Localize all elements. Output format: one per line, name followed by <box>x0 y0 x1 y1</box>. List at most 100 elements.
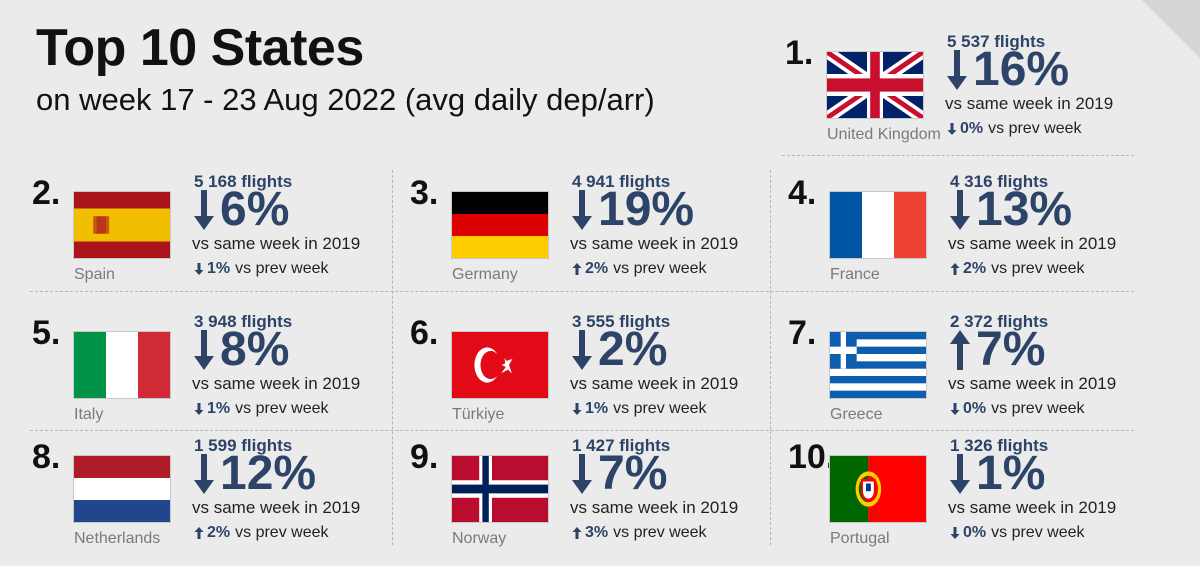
germany-flag <box>452 192 548 258</box>
change-vs-prev-value: 0% <box>963 400 987 417</box>
change-vs-2019-value: 8% <box>220 323 290 376</box>
change-vs-prev-value: 2% <box>207 524 231 541</box>
change-vs-2019: 12% <box>192 450 316 498</box>
arrow-up-icon <box>194 527 204 539</box>
change-vs-prev-week: 2% vs prev week <box>194 524 329 542</box>
flight-count: 1 599 flights <box>194 436 293 455</box>
state-name: Italy <box>74 406 104 423</box>
state-rank: 9. <box>410 438 439 476</box>
change-vs-2019-value: 12% <box>220 447 317 500</box>
change-vs-prev-week: 2% vs prev week <box>572 260 707 278</box>
change-vs-prev-week: 1% vs prev week <box>194 260 329 278</box>
arrow-down-icon <box>194 403 204 415</box>
flight-count: 3 948 flights <box>194 312 293 331</box>
change-vs-2019: 8% <box>192 326 289 374</box>
state-card-france: 4. France 4 316 flights 13% vs same week… <box>788 172 1128 302</box>
state-card-t-rkiye: 6. Türkiye 3 555 flights 2% vs same week… <box>410 312 750 442</box>
france-flag <box>830 192 926 258</box>
vs-prev-label: vs prev week <box>613 260 707 277</box>
vs-2019-label: vs same week in 2019 <box>570 374 739 393</box>
arrow-down-icon <box>572 190 592 230</box>
vs-prev-label: vs prev week <box>613 400 707 417</box>
state-card-italy: 5. Italy 3 948 flights 8% vs same week i… <box>32 312 372 442</box>
arrow-up-icon <box>572 263 582 275</box>
vs-2019-label: vs same week in 2019 <box>570 234 739 253</box>
state-rank: 5. <box>32 314 61 352</box>
change-vs-prev-value: 1% <box>585 400 609 417</box>
flight-count: 3 555 flights <box>572 312 671 331</box>
arrow-down-icon <box>572 454 592 494</box>
change-vs-2019: 6% <box>192 186 289 234</box>
arrow-up-icon <box>950 263 960 275</box>
vs-prev-label: vs prev week <box>235 524 329 541</box>
change-vs-2019-value: 19% <box>598 183 695 236</box>
state-name: Netherlands <box>74 530 161 547</box>
flight-count: 5 537 flights <box>947 32 1046 51</box>
greece-flag <box>830 332 926 398</box>
arrow-down-icon <box>572 403 582 415</box>
vs-prev-label: vs prev week <box>613 524 707 541</box>
divider <box>782 155 1134 156</box>
change-vs-2019-value: 7% <box>598 447 668 500</box>
state-name: Portugal <box>830 530 890 547</box>
state-name: France <box>830 266 880 283</box>
state-card-spain: 2. Spain 5 168 flights 6% vs same week i… <box>32 172 372 302</box>
state-card-germany: 3. Germany 4 941 flights 19% vs same wee… <box>410 172 750 302</box>
state-rank: 4. <box>788 174 817 212</box>
arrow-down-icon <box>950 454 970 494</box>
state-name: Türkiye <box>452 406 505 423</box>
portugal-flag <box>830 456 926 522</box>
arrow-down-icon <box>194 454 214 494</box>
change-vs-prev-week: 0% vs prev week <box>947 120 1082 138</box>
arrow-up-icon <box>950 330 970 370</box>
vs-prev-label: vs prev week <box>991 400 1085 417</box>
state-rank: 3. <box>410 174 439 212</box>
state-rank: 7. <box>788 314 817 352</box>
change-vs-prev-value: 1% <box>207 260 231 277</box>
change-vs-2019: 13% <box>948 186 1072 234</box>
netherlands-flag <box>74 456 170 522</box>
arrow-down-icon <box>194 263 204 275</box>
vs-2019-label: vs same week in 2019 <box>945 94 1114 113</box>
state-card-netherlands: 8. Netherlands 1 599 flights 12% vs same… <box>32 436 372 566</box>
change-vs-2019: 19% <box>570 186 694 234</box>
uk-flag <box>827 52 923 118</box>
change-vs-2019-value: 6% <box>220 183 290 236</box>
change-vs-prev-value: 2% <box>963 260 987 277</box>
change-vs-2019: 1% <box>948 450 1045 498</box>
arrow-down-icon <box>194 190 214 230</box>
italy-flag <box>74 332 170 398</box>
change-vs-prev-value: 3% <box>585 524 609 541</box>
change-vs-prev-week: 2% vs prev week <box>950 260 1085 278</box>
state-rank: 6. <box>410 314 439 352</box>
change-vs-2019-value: 1% <box>976 447 1046 500</box>
turkiye-flag <box>452 332 548 398</box>
state-rank: 1. <box>785 34 814 72</box>
state-card-greece: 7. Greece 2 372 flights 7% vs same week … <box>788 312 1128 442</box>
corner-fold-decoration <box>1142 0 1200 58</box>
vs-prev-label: vs prev week <box>988 120 1082 137</box>
divider <box>392 170 393 545</box>
change-vs-2019-value: 16% <box>973 43 1070 96</box>
state-card-united-kingdom: 1. United Kingdom 5 537 flights 16% vs s… <box>785 32 1125 162</box>
flight-count: 4 316 flights <box>950 172 1049 191</box>
arrow-down-icon <box>950 403 960 415</box>
state-rank: 8. <box>32 438 61 476</box>
spain-flag <box>74 192 170 258</box>
arrow-down-icon <box>950 527 960 539</box>
vs-2019-label: vs same week in 2019 <box>192 374 361 393</box>
vs-prev-label: vs prev week <box>991 260 1085 277</box>
arrow-down-icon <box>947 123 957 135</box>
change-vs-prev-week: 0% vs prev week <box>950 400 1085 418</box>
change-vs-prev-value: 0% <box>963 524 987 541</box>
page-title: Top 10 States <box>36 19 364 77</box>
vs-prev-label: vs prev week <box>235 400 329 417</box>
state-name: Greece <box>830 406 883 423</box>
change-vs-2019: 2% <box>570 326 667 374</box>
flight-count: 1 326 flights <box>950 436 1049 455</box>
flight-count: 1 427 flights <box>572 436 671 455</box>
state-rank: 2. <box>32 174 61 212</box>
arrow-down-icon <box>947 50 967 90</box>
norway-flag <box>452 456 548 522</box>
vs-2019-label: vs same week in 2019 <box>570 498 739 517</box>
